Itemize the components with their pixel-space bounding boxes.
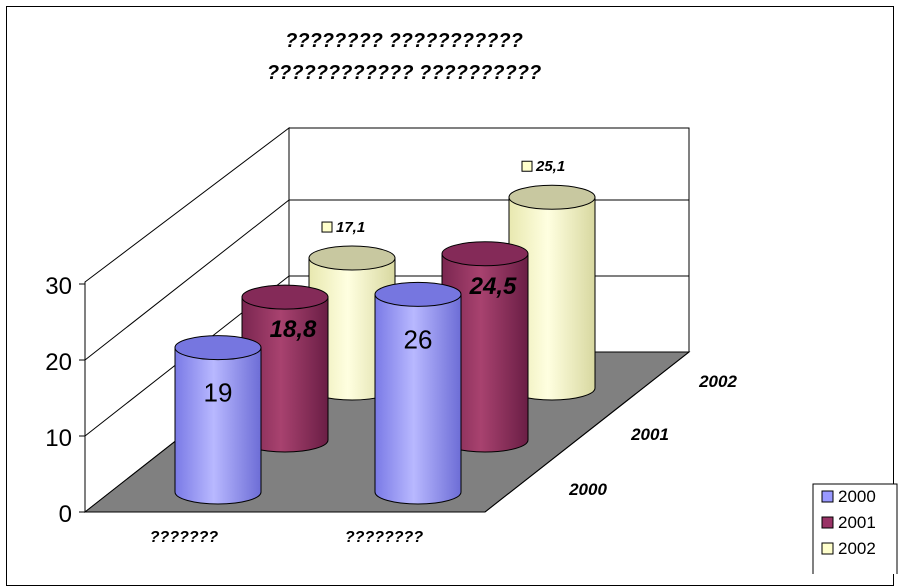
bar-top	[441, 241, 529, 267]
chart-title-line-2: ???????????? ??????????	[267, 62, 541, 84]
data-label-key	[321, 221, 333, 233]
x-category-label: ????????	[345, 529, 423, 546]
legend-swatch-2001	[821, 516, 834, 529]
legend-swatch-2002	[821, 542, 834, 555]
chart-svg: ???????? ??????????? ???????????? ??????…	[45, 30, 898, 574]
bar-body	[174, 347, 262, 505]
data-label: 17,1	[336, 219, 365, 236]
y-tick-label: 30	[45, 273, 72, 300]
data-label: 19	[204, 378, 233, 408]
axes	[79, 282, 690, 513]
depth-label: 2001	[630, 425, 669, 444]
bar-top	[508, 184, 596, 210]
data-label-key	[521, 160, 533, 172]
x-category-label: ???????	[150, 529, 219, 546]
y-tick-label: 0	[59, 501, 72, 528]
y-tick-label: 20	[45, 349, 72, 376]
bar-body	[374, 293, 462, 505]
legend-label-2002: 2002	[838, 539, 876, 558]
depth-axis-line	[484, 351, 690, 513]
legend-swatch-2000	[821, 490, 834, 503]
chart-title-line-1: ???????? ???????????	[285, 30, 523, 52]
bar-2000-category-1	[374, 281, 462, 505]
bar-2001-category-1	[441, 241, 529, 453]
data-label: 24,5	[469, 273, 517, 300]
legend-label-2000: 2000	[838, 487, 876, 506]
depth-label: 2002	[698, 372, 737, 391]
bar-top	[174, 335, 262, 361]
bar-top	[308, 245, 396, 271]
bars: 17,1 25,1 18,8 24,5 19 26	[174, 158, 596, 505]
depth-label: 2000	[568, 480, 607, 499]
y-tick-label: 10	[45, 425, 72, 452]
legend-label-2001: 2001	[838, 513, 876, 532]
bar-top	[374, 281, 462, 307]
bar-2002-category-1	[508, 184, 596, 401]
bar-2001-category-0	[241, 284, 329, 453]
legend: 2000 2001 2002	[812, 483, 898, 574]
data-label: 25,1	[535, 158, 565, 175]
bar-top	[241, 284, 329, 310]
bar-2000-category-0	[174, 335, 262, 505]
data-label: 18,8	[270, 316, 317, 343]
data-label: 26	[404, 324, 433, 354]
